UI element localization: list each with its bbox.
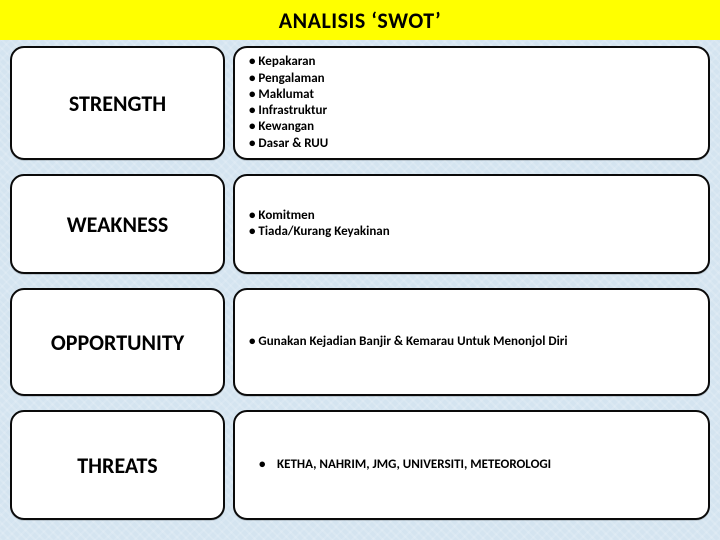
weakness-content-card: KomitmenTiada/Kurang Keyakinan (233, 174, 710, 274)
list-item: Tiada/Kurang Keyakinan (249, 224, 694, 240)
weakness-label-card: WEAKNESS (10, 174, 225, 274)
strength-label: STRENGTH (69, 90, 166, 117)
list-item: Pengalaman (249, 71, 694, 87)
threats-label-card: THREATS (10, 410, 225, 520)
opportunity-label-card: OPPORTUNITY (10, 288, 225, 396)
swot-rows: STRENGTH KepakaranPengalamanMaklumatInfra… (0, 40, 720, 520)
list-item: Komitmen (249, 208, 694, 224)
strength-list: KepakaranPengalamanMaklumatInfrastruktur… (249, 54, 694, 152)
strength-label-card: STRENGTH (10, 46, 225, 160)
opportunity-label: OPPORTUNITY (51, 329, 184, 356)
swot-row-strength: STRENGTH KepakaranPengalamanMaklumatInfra… (10, 46, 710, 160)
threats-content-card: KETHA, NAHRIM, JMG, UNIVERSITI, METEOROL… (233, 410, 710, 520)
opportunity-content-card: Gunakan Kejadian Banjir & Kemarau Untuk … (233, 288, 710, 396)
page-title: ANALISIS ‘SWOT’ (279, 7, 441, 34)
list-item: Kewangan (249, 119, 694, 135)
threats-list: KETHA, NAHRIM, JMG, UNIVERSITI, METEOROL… (249, 457, 694, 473)
list-item: KETHA, NAHRIM, JMG, UNIVERSITI, METEOROL… (249, 457, 694, 473)
weakness-label: WEAKNESS (67, 211, 169, 238)
list-item: Gunakan Kejadian Banjir & Kemarau Untuk … (249, 334, 694, 350)
swot-row-threats: THREATS KETHA, NAHRIM, JMG, UNIVERSITI, M… (10, 410, 710, 520)
title-bar: ANALISIS ‘SWOT’ (0, 0, 720, 40)
swot-row-opportunity: OPPORTUNITY Gunakan Kejadian Banjir & Kem… (10, 288, 710, 396)
opportunity-list: Gunakan Kejadian Banjir & Kemarau Untuk … (249, 334, 694, 350)
weakness-list: KomitmenTiada/Kurang Keyakinan (249, 208, 694, 241)
strength-content-card: KepakaranPengalamanMaklumatInfrastruktur… (233, 46, 710, 160)
swot-row-weakness: WEAKNESS KomitmenTiada/Kurang Keyakinan (10, 174, 710, 274)
list-item: Dasar & RUU (249, 136, 694, 152)
list-item: Maklumat (249, 87, 694, 103)
threats-label: THREATS (77, 452, 157, 479)
list-item: Infrastruktur (249, 103, 694, 119)
list-item: Kepakaran (249, 54, 694, 70)
